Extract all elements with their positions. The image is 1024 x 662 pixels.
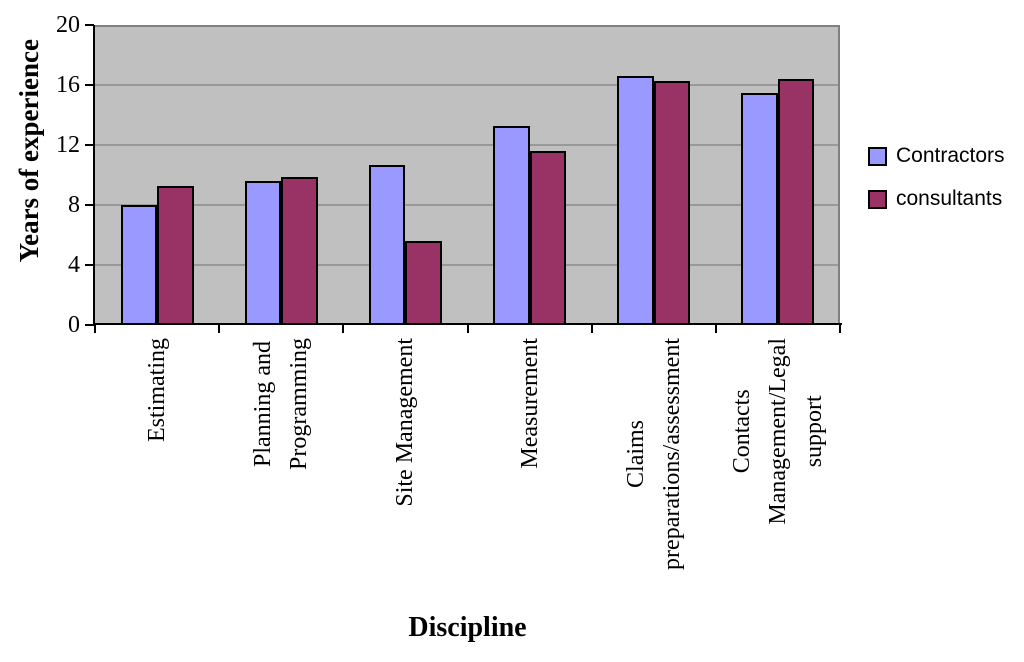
bar-contractors-5 bbox=[741, 92, 778, 325]
x-tick bbox=[714, 325, 717, 333]
x-tick bbox=[342, 325, 345, 333]
bar-consultants-3 bbox=[529, 151, 567, 325]
y-tick-label: 20 bbox=[56, 12, 80, 38]
gridline bbox=[95, 264, 840, 266]
x-category-label: Measurement bbox=[516, 338, 543, 469]
legend-swatch-icon bbox=[868, 189, 887, 209]
y-tick-label: 4 bbox=[68, 252, 80, 278]
y-tick bbox=[85, 204, 94, 206]
x-category-label: Site Management bbox=[392, 338, 419, 507]
y-tick-label: 8 bbox=[68, 192, 80, 218]
bar-contractors-4 bbox=[617, 76, 654, 325]
y-tick bbox=[85, 144, 94, 146]
x-category-label: Estimating bbox=[144, 338, 171, 442]
legend: Contractors consultants bbox=[868, 144, 1005, 211]
x-category-label: Contacts Management/Legal support bbox=[728, 338, 827, 525]
bar-consultants-4 bbox=[653, 80, 691, 325]
y-tick-label: 0 bbox=[68, 312, 80, 338]
bar-contractors-2 bbox=[368, 164, 406, 325]
x-tick bbox=[839, 325, 841, 333]
x-tick bbox=[218, 325, 221, 333]
plot-area bbox=[95, 25, 840, 325]
bar-consultants-1 bbox=[281, 176, 318, 325]
bar-consultants-0 bbox=[157, 185, 194, 325]
bar-contractors-0 bbox=[120, 205, 158, 325]
y-tick bbox=[85, 24, 94, 26]
legend-label: consultants bbox=[896, 187, 1003, 210]
bar-consultants-2 bbox=[405, 241, 442, 325]
y-tick-label: 16 bbox=[56, 72, 80, 98]
legend-item: consultants bbox=[868, 187, 1005, 211]
y-axis-title: Years of experience bbox=[14, 39, 44, 263]
x-category-label: Claims preparations/assessment bbox=[622, 338, 685, 570]
x-tick bbox=[590, 325, 593, 333]
x-tick bbox=[466, 325, 469, 333]
bar-contractors-3 bbox=[493, 125, 530, 325]
gridline bbox=[95, 144, 840, 146]
legend-label: Contractors bbox=[896, 144, 1005, 167]
gridline bbox=[95, 84, 840, 86]
y-tick bbox=[85, 84, 94, 86]
x-category-label: Planning and Programming bbox=[250, 338, 313, 470]
y-tick bbox=[85, 264, 94, 266]
bar-consultants-5 bbox=[777, 79, 815, 325]
bar-contractors-1 bbox=[244, 181, 282, 325]
gridline bbox=[95, 204, 840, 206]
legend-swatch-icon bbox=[868, 146, 887, 166]
plot-frame-right bbox=[838, 25, 840, 325]
plot-frame-top bbox=[95, 25, 840, 27]
y-axis-line bbox=[93, 25, 95, 325]
x-axis-title: Discipline bbox=[408, 612, 527, 643]
y-tick-label: 12 bbox=[56, 132, 80, 158]
y-tick bbox=[85, 324, 94, 326]
x-tick bbox=[94, 325, 96, 333]
x-axis-line bbox=[93, 323, 842, 325]
legend-item: Contractors bbox=[868, 144, 1005, 168]
